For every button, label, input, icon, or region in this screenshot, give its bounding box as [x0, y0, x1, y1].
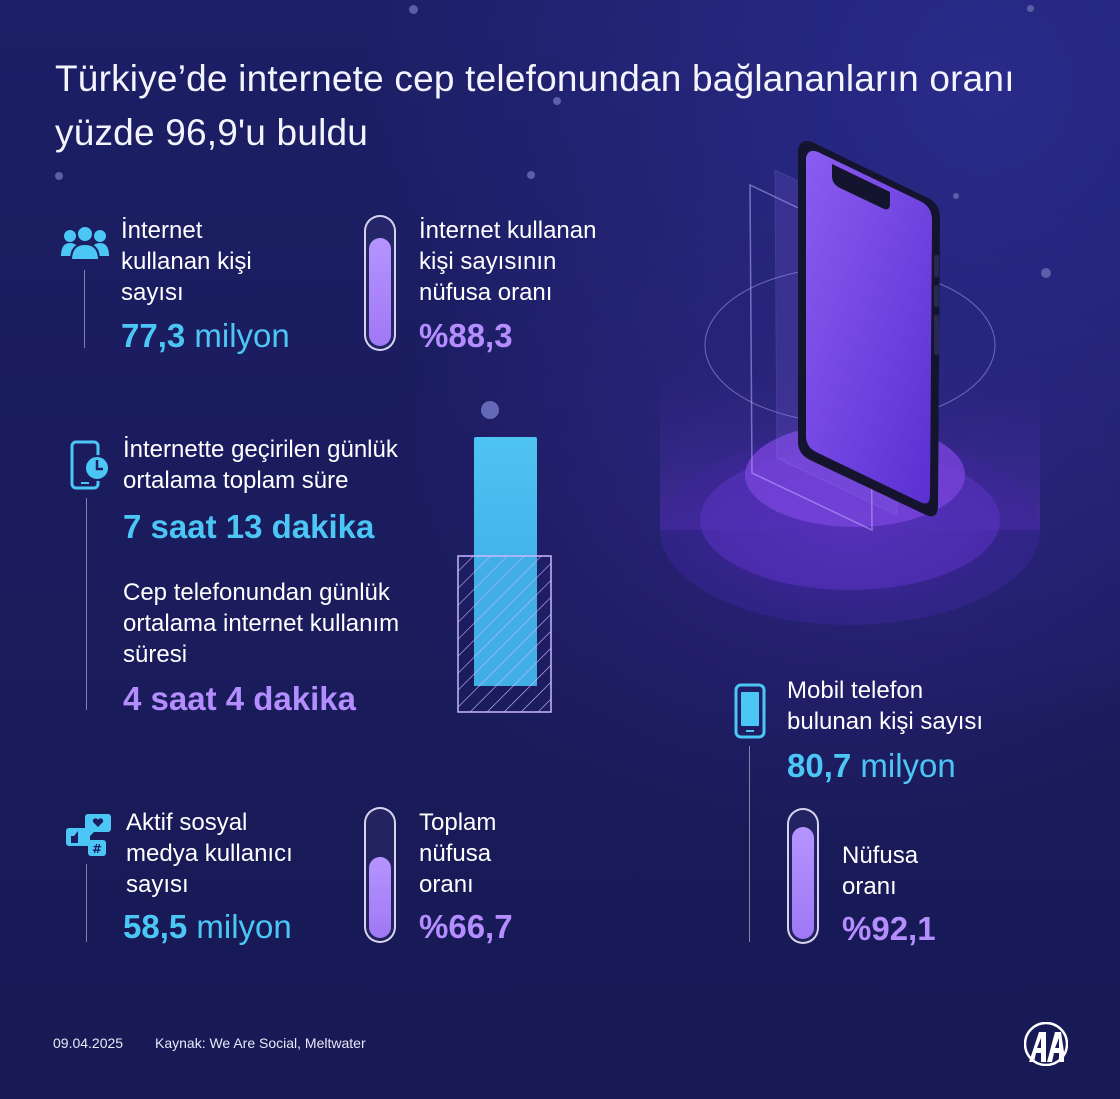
social-share-value: %66,7 — [419, 908, 513, 945]
decor-dot — [1027, 5, 1034, 12]
daily-mobile-value: 4 saat 4 dakika — [123, 680, 356, 717]
mobile-share-label: Nüfusa oranı — [842, 842, 919, 900]
divider-line — [84, 270, 85, 348]
internet-users-unit: milyon — [194, 317, 290, 354]
divider-line — [86, 498, 87, 710]
mobile-owners-value: 80,7 milyon — [787, 746, 956, 786]
daily-mobile-label: Cep telefonundan günlük ortalama interne… — [123, 579, 400, 668]
svg-text:#: # — [92, 842, 102, 856]
aa-logo — [1023, 1021, 1069, 1067]
social-users-number: 58,5 — [123, 908, 188, 945]
divider-line — [749, 746, 750, 942]
internet-users-label: İnternet kullanan kişi sayısı — [121, 217, 252, 306]
footer-source: Kaynak: We Are Social, Meltwater — [155, 1035, 366, 1051]
decor-dot — [481, 401, 499, 419]
mobile-share-value: %92,1 — [842, 910, 936, 947]
social-media-icon: # — [64, 812, 112, 858]
internet-share-value: %88,3 — [419, 317, 513, 354]
social-share-gauge — [364, 807, 396, 943]
internet-share-gauge — [364, 215, 396, 351]
daily-total-value: 7 saat 13 dakika — [123, 508, 375, 545]
phone-clock-icon — [70, 440, 112, 492]
daily-total-bar — [474, 437, 537, 557]
decor-dot — [55, 172, 63, 180]
decor-dot — [1041, 268, 1051, 278]
social-users-value: 58,5 milyon — [123, 907, 292, 947]
divider-line — [86, 864, 87, 942]
mobile-owners-number: 80,7 — [787, 747, 852, 784]
mobile-share-fill — [792, 827, 814, 939]
mobile-phone-icon — [734, 683, 766, 739]
page-title: Türkiye’de internete cep telefonundan ba… — [55, 58, 1015, 153]
social-share-label: Toplam nüfusa oranı — [419, 809, 497, 898]
daily-mobile-bar — [457, 555, 552, 713]
internet-users-value: 77,3 milyon — [121, 316, 290, 356]
social-users-unit: milyon — [196, 908, 292, 945]
internet-users-number: 77,3 — [121, 317, 186, 354]
decor-dot — [527, 171, 535, 179]
footer-date: 09.04.2025 — [53, 1035, 124, 1051]
mobile-owners-label: Mobil telefon bulunan kişi sayısı — [787, 677, 984, 735]
mobile-owners-unit: milyon — [860, 747, 956, 784]
social-users-label: Aktif sosyal medya kullanıcı sayısı — [126, 809, 293, 898]
internet-share-fill — [369, 238, 391, 346]
mobile-share-gauge — [787, 808, 819, 944]
decor-dot — [553, 97, 561, 105]
internet-share-label: İnternet kullanan kişi sayısının nüfusa … — [419, 217, 597, 306]
users-icon — [60, 224, 110, 264]
phone-illustration — [650, 130, 1070, 650]
daily-total-label: İnternette geçirilen günlük ortalama top… — [123, 436, 398, 494]
decor-dot — [409, 5, 418, 14]
social-share-fill — [369, 857, 391, 938]
decor-dot — [953, 193, 959, 199]
